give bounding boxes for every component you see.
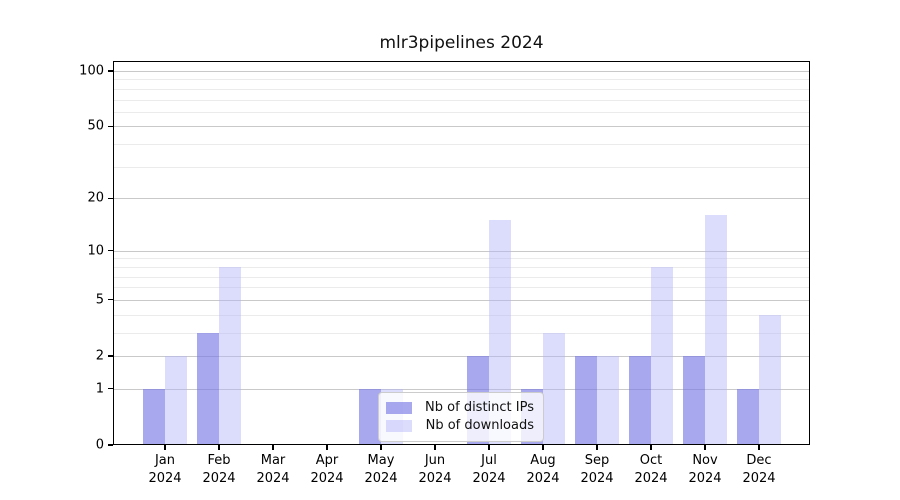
minor-gridline bbox=[113, 287, 810, 289]
x-tick-label: Mar 2024 bbox=[256, 453, 290, 487]
x-tick-mark bbox=[542, 445, 544, 450]
y-tick-mark bbox=[108, 444, 113, 446]
bar-distinct-ips bbox=[575, 356, 597, 445]
minor-gridline bbox=[113, 166, 810, 168]
bar-distinct-ips bbox=[143, 388, 165, 445]
minor-gridline bbox=[113, 111, 810, 113]
x-tick-mark bbox=[164, 445, 166, 450]
minor-gridline bbox=[113, 258, 810, 260]
x-tick-label: May 2024 bbox=[364, 453, 398, 487]
y-tick-mark bbox=[108, 388, 113, 390]
minor-gridline bbox=[113, 79, 810, 81]
minor-gridline bbox=[113, 99, 810, 101]
x-tick-label: Jul 2024 bbox=[472, 453, 506, 487]
minor-gridline bbox=[113, 144, 810, 146]
minor-gridline bbox=[113, 276, 810, 278]
minor-gridline bbox=[113, 266, 810, 268]
bar-downloads bbox=[651, 266, 673, 445]
x-tick-label: Dec 2024 bbox=[742, 453, 776, 487]
minor-gridline bbox=[113, 332, 810, 334]
bar-downloads bbox=[705, 215, 727, 445]
x-tick-mark bbox=[758, 445, 760, 450]
legend-item-downloads: Nb of downloads bbox=[386, 417, 534, 434]
bar-downloads bbox=[165, 356, 187, 445]
legend-swatch-downloads bbox=[386, 419, 412, 432]
x-tick-mark bbox=[434, 445, 436, 450]
major-gridline bbox=[113, 250, 810, 252]
x-tick-mark bbox=[650, 445, 652, 450]
major-gridline bbox=[113, 356, 810, 357]
x-tick-label: Aug 2024 bbox=[526, 453, 560, 487]
bar-distinct-ips bbox=[359, 388, 381, 445]
minor-gridline bbox=[113, 88, 810, 90]
x-tick-label: Feb 2024 bbox=[202, 453, 236, 487]
y-tick-mark bbox=[108, 299, 113, 301]
y-tick-label: 50 bbox=[87, 118, 104, 134]
major-gridline bbox=[113, 299, 810, 301]
y-tick-label: 5 bbox=[95, 292, 104, 308]
bar-distinct-ips bbox=[683, 356, 705, 445]
bar-downloads bbox=[489, 220, 511, 445]
y-tick-label: 100 bbox=[79, 63, 104, 79]
y-tick-mark bbox=[108, 70, 113, 72]
legend-label-downloads: Nb of downloads bbox=[425, 418, 534, 433]
legend-swatch-distinct-ips bbox=[386, 401, 412, 414]
y-tick-mark bbox=[108, 250, 113, 252]
bar-downloads bbox=[597, 356, 619, 445]
bar-distinct-ips bbox=[197, 332, 219, 445]
chart-title: mlr3pipelines 2024 bbox=[379, 33, 544, 53]
x-tick-label: Apr 2024 bbox=[310, 453, 344, 487]
major-gridline bbox=[113, 388, 810, 390]
y-tick-mark bbox=[108, 197, 113, 199]
y-tick-label: 0 bbox=[95, 437, 104, 453]
x-tick-mark bbox=[326, 445, 328, 450]
bar-downloads bbox=[219, 266, 241, 445]
x-tick-label: Jan 2024 bbox=[148, 453, 182, 487]
x-tick-label: Nov 2024 bbox=[688, 453, 722, 487]
bar-downloads bbox=[543, 332, 565, 445]
major-gridline bbox=[113, 126, 810, 128]
minor-gridline bbox=[113, 314, 810, 316]
major-gridline bbox=[113, 71, 810, 72]
bar-downloads bbox=[759, 314, 781, 445]
x-tick-label: Sep 2024 bbox=[580, 453, 614, 487]
legend: Nb of distinct IPs Nb of downloads bbox=[378, 392, 544, 442]
x-tick-mark bbox=[596, 445, 598, 450]
x-tick-label: Jun 2024 bbox=[418, 453, 452, 487]
x-tick-mark bbox=[704, 445, 706, 450]
y-tick-label: 2 bbox=[95, 348, 104, 364]
bar-distinct-ips bbox=[629, 356, 651, 445]
legend-label-distinct-ips: Nb of distinct IPs bbox=[425, 400, 534, 415]
x-tick-mark bbox=[488, 445, 490, 450]
bar-distinct-ips bbox=[737, 388, 759, 445]
y-tick-label: 20 bbox=[87, 190, 104, 206]
y-tick-label: 10 bbox=[87, 243, 104, 259]
legend-item-distinct-ips: Nb of distinct IPs bbox=[386, 399, 534, 416]
y-tick-mark bbox=[108, 355, 113, 357]
y-tick-label: 1 bbox=[95, 381, 104, 397]
x-tick-label: Oct 2024 bbox=[634, 453, 668, 487]
major-gridline bbox=[113, 198, 810, 200]
x-tick-mark bbox=[218, 445, 220, 450]
x-tick-mark bbox=[380, 445, 382, 450]
y-tick-mark bbox=[108, 125, 113, 127]
x-tick-mark bbox=[272, 445, 274, 450]
